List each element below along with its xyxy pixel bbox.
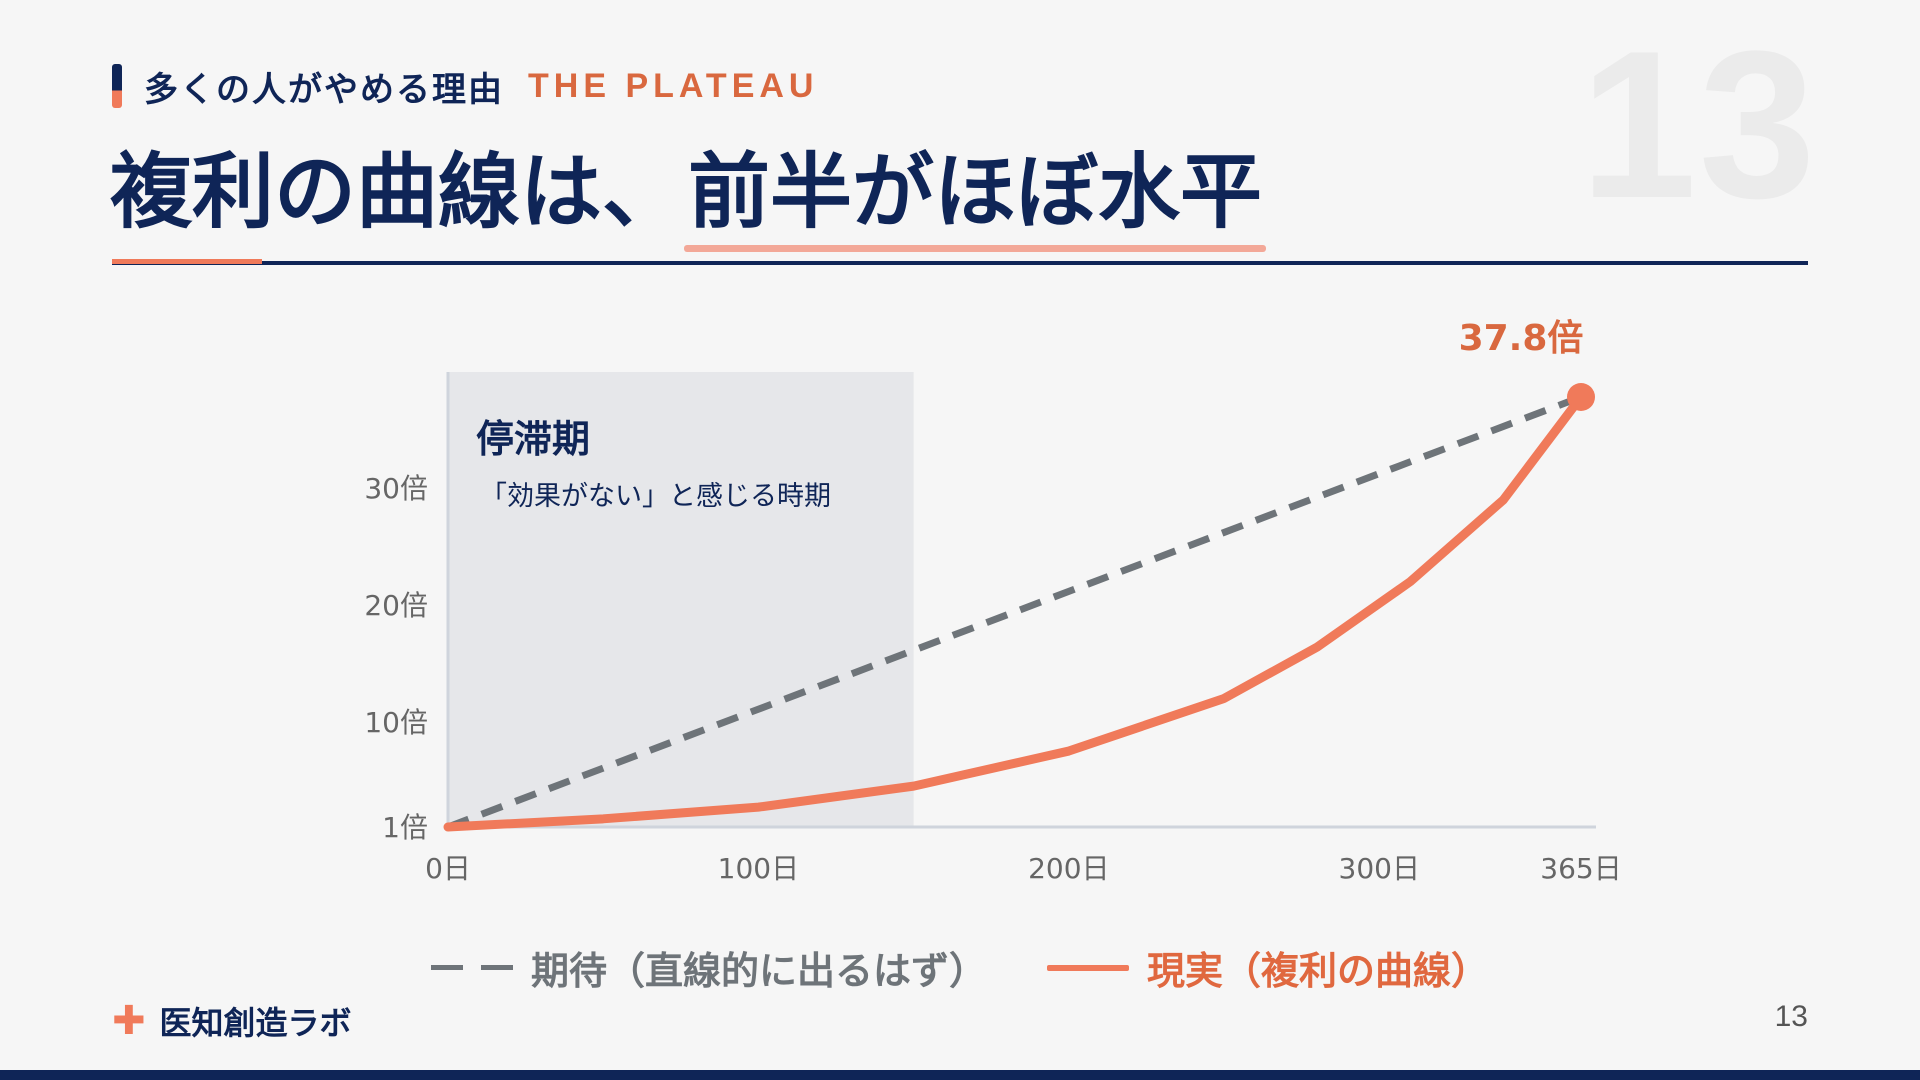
y-tick-label: 20倍 [364, 589, 428, 622]
plateau-title: 停滞期 [476, 417, 590, 461]
footer-band [0, 1070, 1920, 1080]
actual-curve [443, 392, 1586, 832]
brand-logo: ✚ 医知創造ラボ [112, 998, 352, 1044]
end-point-marker [1567, 383, 1595, 411]
title-part-1: 複利の曲線は、 [110, 145, 685, 240]
y-tick-label: 10倍 [364, 706, 428, 739]
legend-dashed-swatch [430, 965, 513, 970]
chart-legend: 期待（直線的に出るはず） 現実（複利の曲線） [0, 940, 1920, 995]
legend-actual: 現実（複利の曲線） [1047, 940, 1489, 995]
x-tick-label: 0日 [425, 852, 471, 885]
title-highlight: 前半がほぼ水平 [684, 147, 1267, 253]
legend-expected-label: 期待（直線的に出るはず） [530, 949, 987, 993]
title-rule [112, 261, 1808, 265]
section-kicker: 多くの人がやめる理由 THE PLATEAU [112, 62, 818, 110]
page-number: 13 [1774, 1000, 1808, 1033]
slide-number-watermark: 13 [1580, 7, 1818, 242]
legend-actual-label: 現実（複利の曲線） [1147, 949, 1490, 993]
plus-icon: ✚ [112, 998, 146, 1044]
x-tick-label: 300日 [1339, 852, 1420, 885]
kicker-bar [112, 64, 122, 108]
x-tick-label: 100日 [718, 852, 799, 885]
kicker-english: THE PLATEAU [528, 66, 819, 105]
legend-expected: 期待（直線的に出るはず） [430, 940, 987, 995]
brand-name: 医知創造ラボ [159, 1004, 352, 1042]
y-tick-label: 30倍 [364, 472, 428, 505]
plateau-band [448, 372, 914, 827]
legend-solid-swatch [1047, 964, 1129, 971]
end-value-label: 37.8倍 [1459, 318, 1584, 359]
plateau-subtitle: 「効果がない」と感じる時期 [480, 481, 831, 512]
title-rule-accent [112, 259, 262, 264]
expected-line [446, 393, 1583, 831]
x-tick-label: 200日 [1028, 852, 1109, 885]
page-title: 複利の曲線は、前半がほぼ水平 [110, 145, 1267, 253]
x-tick-label: 365日 [1540, 852, 1621, 885]
kicker-japanese: 多くの人がやめる理由 [144, 69, 504, 110]
y-tick-label: 1倍 [382, 811, 428, 844]
